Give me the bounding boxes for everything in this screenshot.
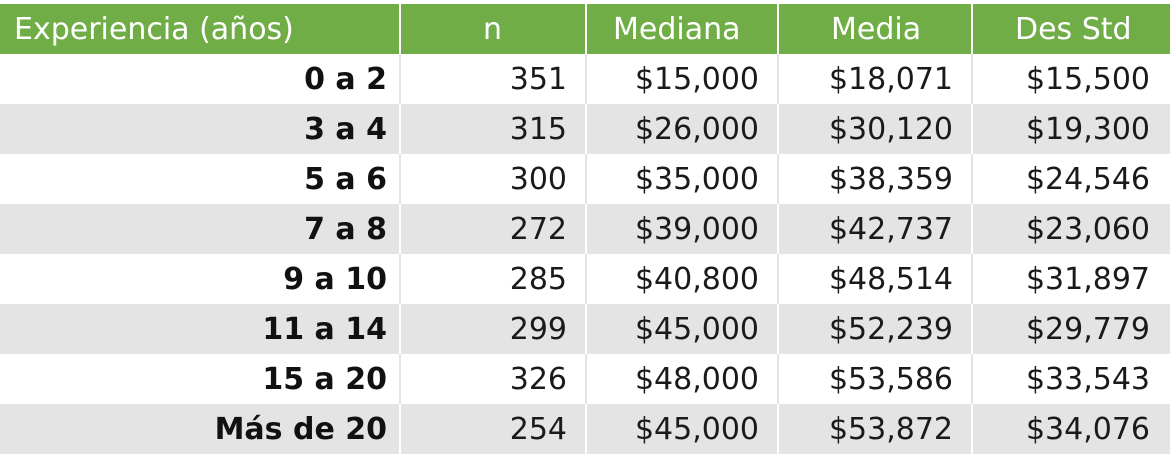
cell-des-std: $34,076 [972, 404, 1170, 454]
cell-media: $53,586 [778, 354, 973, 404]
cell-experiencia: 15 a 20 [0, 354, 401, 404]
table-row: 5 a 6 300 $35,000 $38,359 $24,546 [0, 154, 1170, 204]
cell-mediana: $48,000 [586, 354, 779, 404]
cell-des-std: $19,300 [972, 104, 1170, 154]
cell-n: 326 [400, 354, 587, 404]
cell-experiencia: 3 a 4 [0, 104, 401, 154]
cell-mediana: $40,800 [586, 254, 779, 304]
cell-des-std: $24,546 [972, 154, 1170, 204]
cell-n: 272 [400, 204, 587, 254]
salary-by-experience-table: Experiencia (años) n Mediana Media Des S… [0, 4, 1170, 454]
cell-experiencia: 5 a 6 [0, 154, 401, 204]
cell-mediana: $39,000 [586, 204, 779, 254]
header-row: Experiencia (años) n Mediana Media Des S… [0, 4, 1170, 54]
cell-des-std: $23,060 [972, 204, 1170, 254]
column-header-n: n [400, 4, 587, 54]
column-header-mediana: Mediana [586, 4, 779, 54]
table-row: 3 a 4 315 $26,000 $30,120 $19,300 [0, 104, 1170, 154]
table-row: 11 a 14 299 $45,000 $52,239 $29,779 [0, 304, 1170, 354]
table-row: 9 a 10 285 $40,800 $48,514 $31,897 [0, 254, 1170, 304]
cell-media: $42,737 [778, 204, 973, 254]
cell-n: 254 [400, 404, 587, 454]
cell-des-std: $29,779 [972, 304, 1170, 354]
cell-n: 315 [400, 104, 587, 154]
cell-media: $53,872 [778, 404, 973, 454]
cell-des-std: $15,500 [972, 54, 1170, 104]
table-row: 0 a 2 351 $15,000 $18,071 $15,500 [0, 54, 1170, 104]
cell-n: 351 [400, 54, 587, 104]
cell-media: $18,071 [778, 54, 973, 104]
cell-mediana: $45,000 [586, 304, 779, 354]
cell-n: 299 [400, 304, 587, 354]
cell-media: $48,514 [778, 254, 973, 304]
column-header-experiencia: Experiencia (años) [0, 4, 401, 54]
column-header-media: Media [778, 4, 973, 54]
cell-n: 285 [400, 254, 587, 304]
table-row: 7 a 8 272 $39,000 $42,737 $23,060 [0, 204, 1170, 254]
cell-media: $52,239 [778, 304, 973, 354]
cell-experiencia: Más de 20 [0, 404, 401, 454]
top-edge [0, 0, 1170, 4]
cell-media: $30,120 [778, 104, 973, 154]
cell-mediana: $45,000 [586, 404, 779, 454]
table-row: Más de 20 254 $45,000 $53,872 $34,076 [0, 404, 1170, 454]
cell-experiencia: 9 a 10 [0, 254, 401, 304]
cell-mediana: $26,000 [586, 104, 779, 154]
cell-mediana: $15,000 [586, 54, 779, 104]
cell-media: $38,359 [778, 154, 973, 204]
cell-experiencia: 7 a 8 [0, 204, 401, 254]
table-row: 15 a 20 326 $48,000 $53,586 $33,543 [0, 354, 1170, 404]
cell-mediana: $35,000 [586, 154, 779, 204]
cell-experiencia: 0 a 2 [0, 54, 401, 104]
cell-des-std: $31,897 [972, 254, 1170, 304]
cell-experiencia: 11 a 14 [0, 304, 401, 354]
column-header-des-std: Des Std [972, 4, 1170, 54]
cell-n: 300 [400, 154, 587, 204]
cell-des-std: $33,543 [972, 354, 1170, 404]
